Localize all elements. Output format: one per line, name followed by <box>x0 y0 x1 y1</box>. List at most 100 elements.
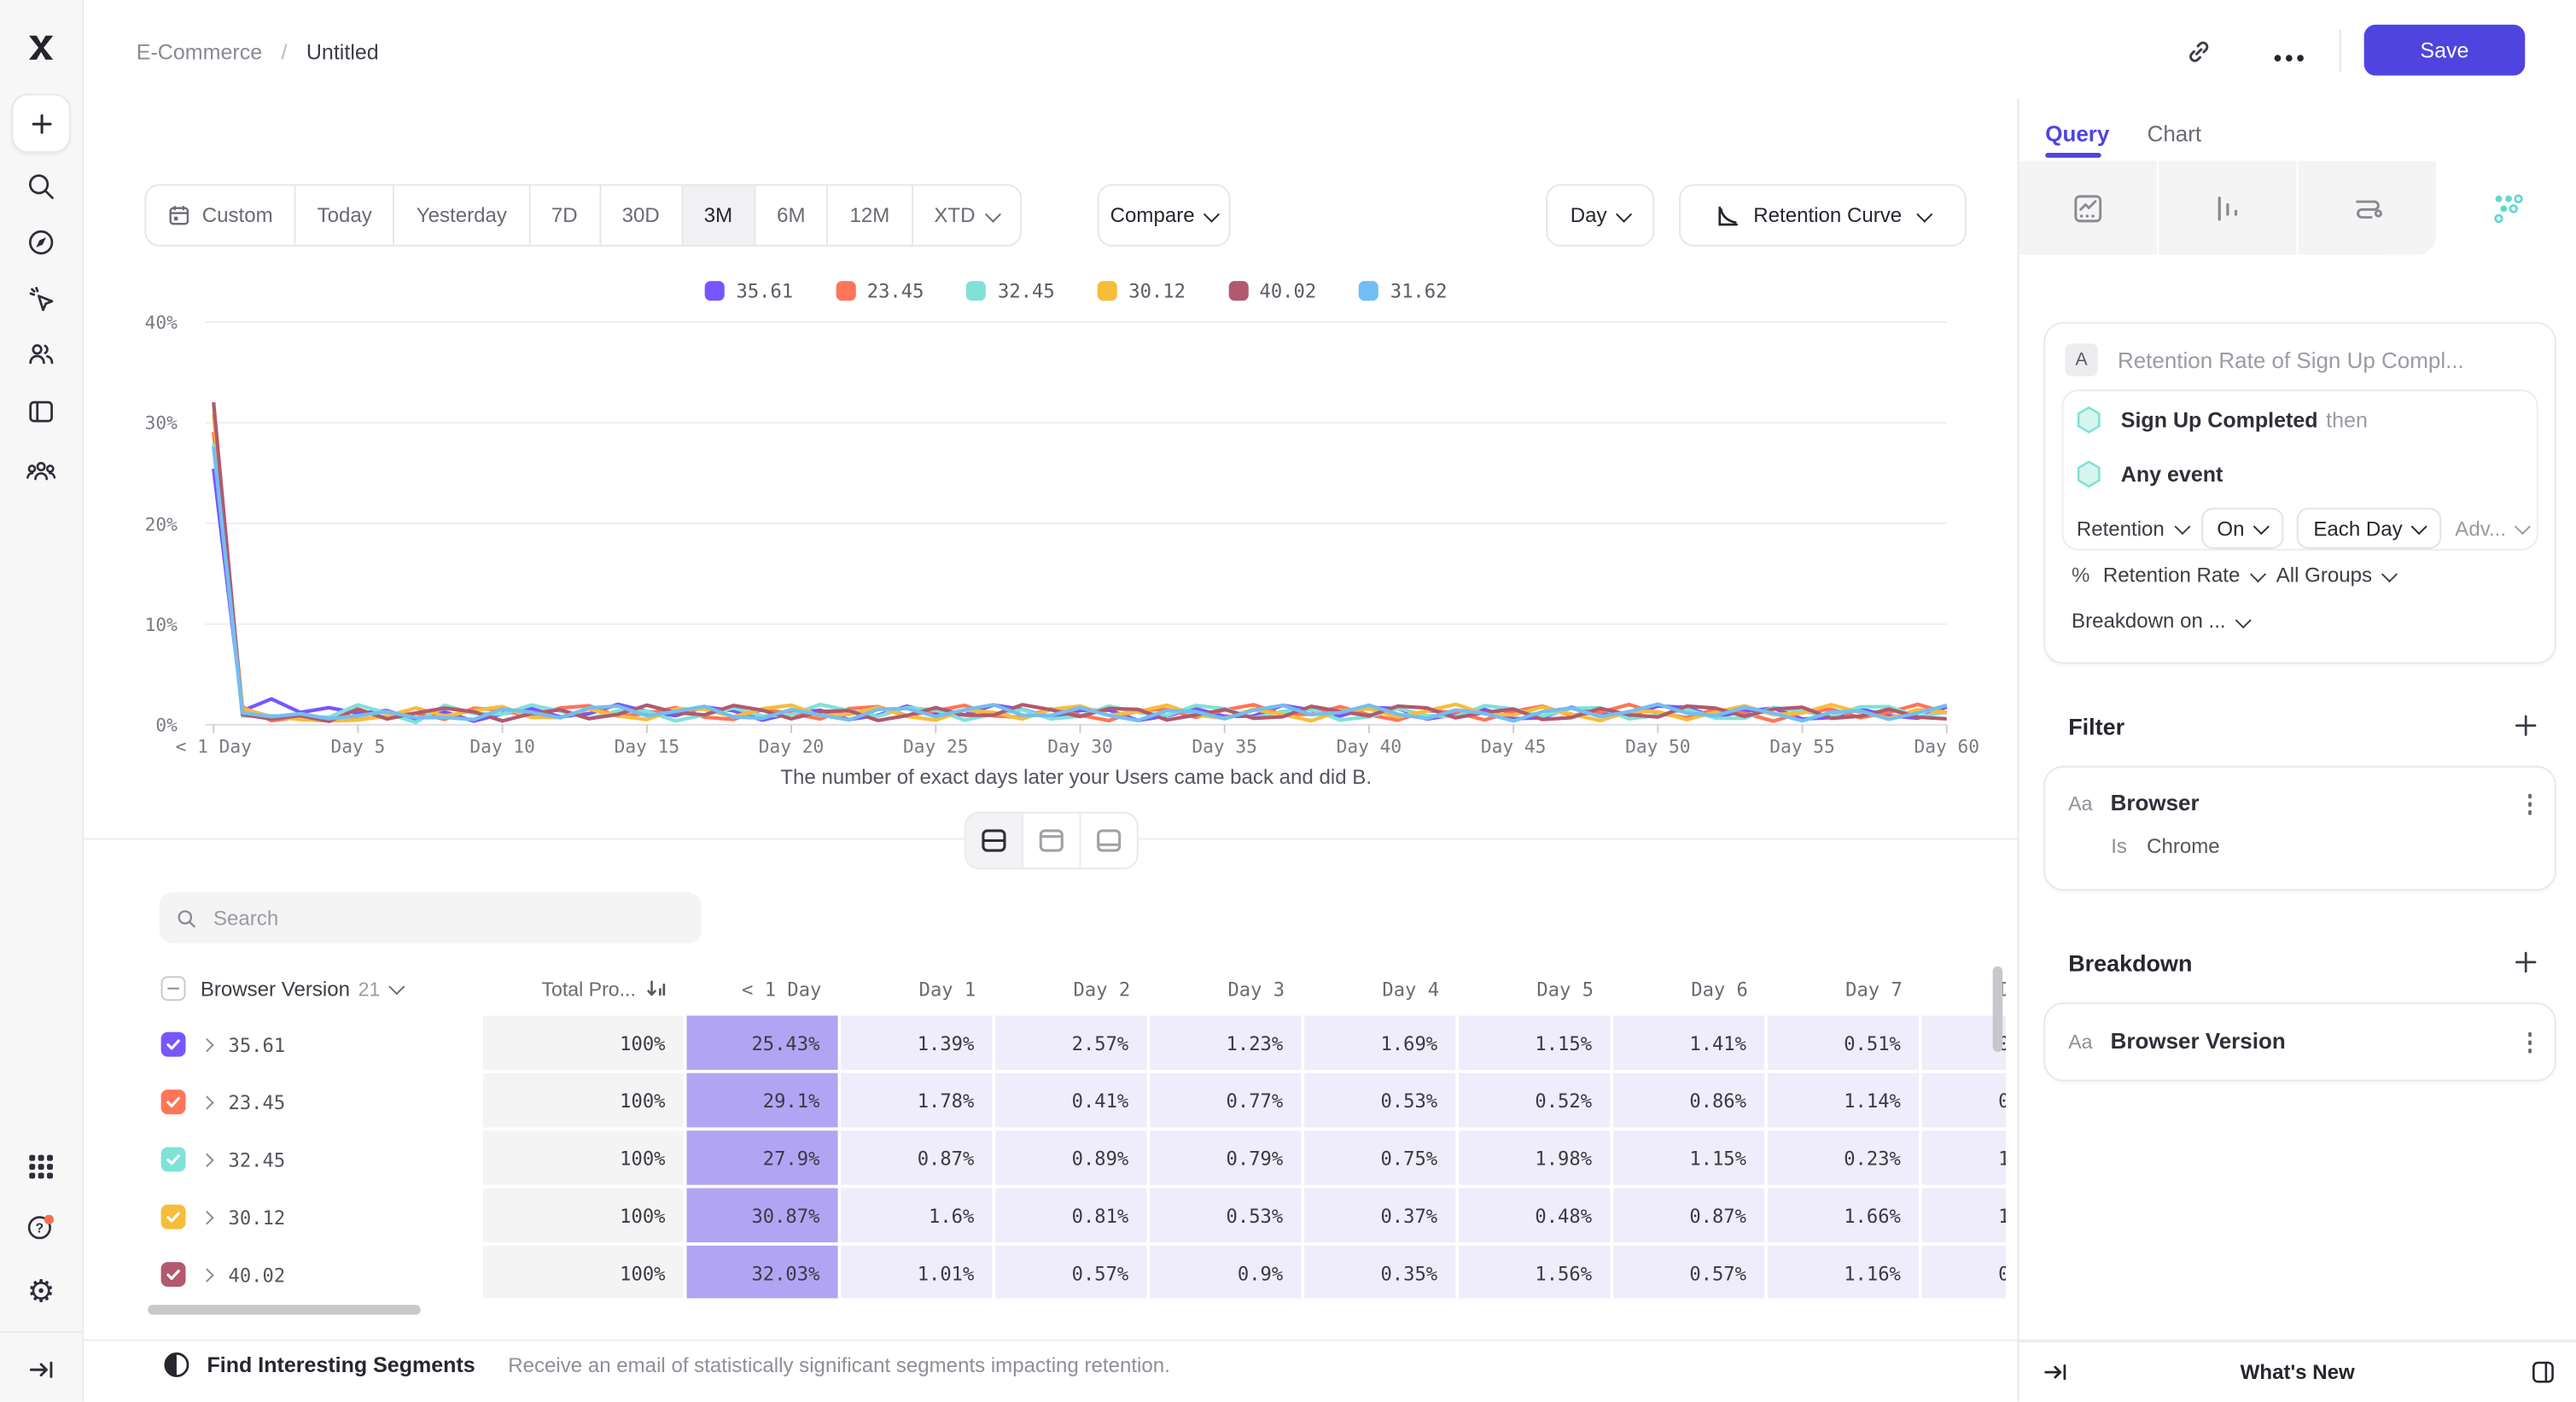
series-line-23.45[interactable] <box>212 431 1948 723</box>
row-checkbox[interactable] <box>160 1147 186 1172</box>
row-expander-icon[interactable] <box>200 1152 214 1167</box>
chart-type-button[interactable]: Retention Curve <box>1679 184 1967 247</box>
expand-sidebar-icon[interactable] <box>27 1356 55 1384</box>
search-input[interactable] <box>210 904 685 932</box>
row-expander-icon[interactable] <box>200 1210 214 1224</box>
day-column-header[interactable]: Day 6 <box>1691 977 1748 1001</box>
total-column-header[interactable]: Total Pro... <box>483 977 687 1000</box>
discover-compass-icon[interactable] <box>26 227 57 259</box>
filter-value[interactable]: Chrome <box>2147 834 2220 858</box>
breakdown-card[interactable]: Aa Browser Version <box>2043 1002 2556 1082</box>
row-expander-icon[interactable] <box>200 1095 214 1109</box>
metric-dropdown[interactable]: Retention Rate <box>2103 564 2266 587</box>
insights-report-button[interactable] <box>2019 161 2158 255</box>
legend-item[interactable]: 40.02 <box>1227 279 1316 302</box>
table-only-view-button[interactable] <box>1079 813 1137 868</box>
date-range-today[interactable]: Today <box>294 185 393 245</box>
advanced-dropdown[interactable]: Adv... <box>2455 517 2532 540</box>
day-column-header[interactable]: Day 8 <box>1922 977 2006 1000</box>
day-column-header[interactable]: < 1 Day <box>742 977 822 1001</box>
find-segments-bar[interactable]: Find Interesting Segments Receive an ema… <box>163 1351 1170 1379</box>
row-label[interactable]: 32.45 <box>228 1148 286 1171</box>
retention-dropdown[interactable]: Retention <box>2077 517 2190 540</box>
horizontal-scrollbar[interactable] <box>148 1305 421 1315</box>
select-all-checkbox[interactable] <box>160 976 186 1002</box>
tab-chart[interactable]: Chart <box>2147 121 2202 147</box>
date-range-7d[interactable]: 7D <box>527 185 599 245</box>
retention-line-chart[interactable] <box>82 304 2017 761</box>
settings-gear-icon[interactable]: ⚙ <box>26 1275 55 1310</box>
date-range-yesterday[interactable]: Yesterday <box>393 185 528 245</box>
day-column-header[interactable]: Day 7 <box>1845 977 1903 1001</box>
filter-property-name[interactable]: Browser <box>2110 790 2200 815</box>
date-range-custom[interactable]: Custom <box>146 185 294 244</box>
save-button[interactable]: Save <box>2363 24 2526 76</box>
filter-kebab-menu[interactable] <box>2527 793 2532 815</box>
breadcrumb-project[interactable]: E-Commerce <box>136 39 263 65</box>
flows-report-button[interactable] <box>2296 161 2437 255</box>
date-range-30d[interactable]: 30D <box>598 185 681 245</box>
breakdown-property-name[interactable]: Browser Version <box>2110 1028 2286 1054</box>
compare-button[interactable]: Compare <box>1097 184 1231 247</box>
legend-item[interactable]: 35.61 <box>704 279 793 302</box>
users-icon[interactable] <box>26 338 57 370</box>
row-checkbox[interactable] <box>160 1262 186 1288</box>
date-range-12m[interactable]: 12M <box>826 185 912 245</box>
table-search[interactable] <box>159 892 702 943</box>
event-a-name[interactable]: Sign Up Completed <box>2120 406 2318 432</box>
event-row-b[interactable]: Any event <box>2063 448 2536 499</box>
sort-icon[interactable] <box>645 978 667 999</box>
legend-item[interactable]: 30.12 <box>1097 279 1186 302</box>
search-icon[interactable] <box>26 171 57 202</box>
legend-item[interactable]: 31.62 <box>1359 279 1447 302</box>
retention-report-button[interactable] <box>2436 161 2576 255</box>
legend-item[interactable]: 23.45 <box>836 279 924 302</box>
row-label[interactable]: 40.02 <box>228 1263 286 1287</box>
day-column-header[interactable]: Day 3 <box>1227 977 1285 1001</box>
each-day-dropdown[interactable]: Each Day <box>2297 507 2442 549</box>
side-panel-toggle-icon[interactable] <box>2530 1359 2556 1386</box>
filter-operator[interactable]: Is <box>2111 834 2127 858</box>
whats-new-link[interactable]: What's New <box>2240 1360 2355 1384</box>
series-line-32.45[interactable] <box>212 443 1948 725</box>
filter-card[interactable]: Aa Browser Is Chrome <box>2043 765 2556 891</box>
copy-link-icon[interactable] <box>2185 38 2213 66</box>
row-checkbox[interactable] <box>160 1204 186 1230</box>
on-dropdown[interactable]: On <box>2200 507 2284 549</box>
query-title[interactable]: Retention Rate of Sign Up Compl... <box>2117 348 2464 372</box>
event-row-a[interactable]: Sign Up Completed then <box>2063 394 2536 446</box>
add-breakdown-button[interactable] <box>2514 949 2538 974</box>
add-filter-button[interactable] <box>2514 713 2538 738</box>
find-segments-title[interactable]: Find Interesting Segments <box>207 1352 475 1377</box>
row-checkbox[interactable] <box>160 1031 186 1057</box>
breakdown-kebab-menu[interactable] <box>2527 1031 2532 1053</box>
row-checkbox[interactable] <box>160 1089 186 1114</box>
day-column-header[interactable]: Day 5 <box>1536 977 1594 1001</box>
row-label[interactable]: 35.61 <box>228 1032 286 1056</box>
apps-grid-icon[interactable] <box>26 1152 56 1182</box>
series-line-31.62[interactable] <box>212 447 1948 723</box>
granularity-button[interactable]: Day <box>1546 184 1655 247</box>
cohorts-icon[interactable] <box>25 455 57 487</box>
create-new-button[interactable] <box>11 93 71 153</box>
vertical-scrollbar[interactable] <box>1992 966 2003 1052</box>
series-line-40.02[interactable] <box>212 401 1947 723</box>
day-column-header[interactable]: Day 1 <box>918 977 976 1001</box>
legend-item[interactable]: 32.45 <box>966 279 1055 302</box>
event-b-name[interactable]: Any event <box>2120 460 2223 486</box>
breadcrumb-title[interactable]: Untitled <box>306 39 379 65</box>
row-expander-icon[interactable] <box>200 1267 214 1282</box>
series-line-35.61[interactable] <box>212 468 1948 723</box>
group-column-label[interactable]: Browser Version <box>200 977 350 1001</box>
row-label[interactable]: 23.45 <box>228 1090 286 1113</box>
date-range-3m[interactable]: 3M <box>680 185 755 245</box>
tab-query[interactable]: Query <box>2045 121 2110 147</box>
more-options-icon[interactable]: ••• <box>2273 44 2308 71</box>
day-column-header[interactable]: Day 2 <box>1073 977 1131 1001</box>
boards-icon[interactable] <box>26 396 57 428</box>
row-label[interactable]: 30.12 <box>228 1205 286 1229</box>
help-icon[interactable]: ? <box>25 1212 57 1244</box>
mixpanel-logo-icon[interactable] <box>23 30 59 66</box>
groups-dropdown[interactable]: All Groups <box>2276 564 2398 587</box>
split-view-button[interactable] <box>965 813 1023 868</box>
